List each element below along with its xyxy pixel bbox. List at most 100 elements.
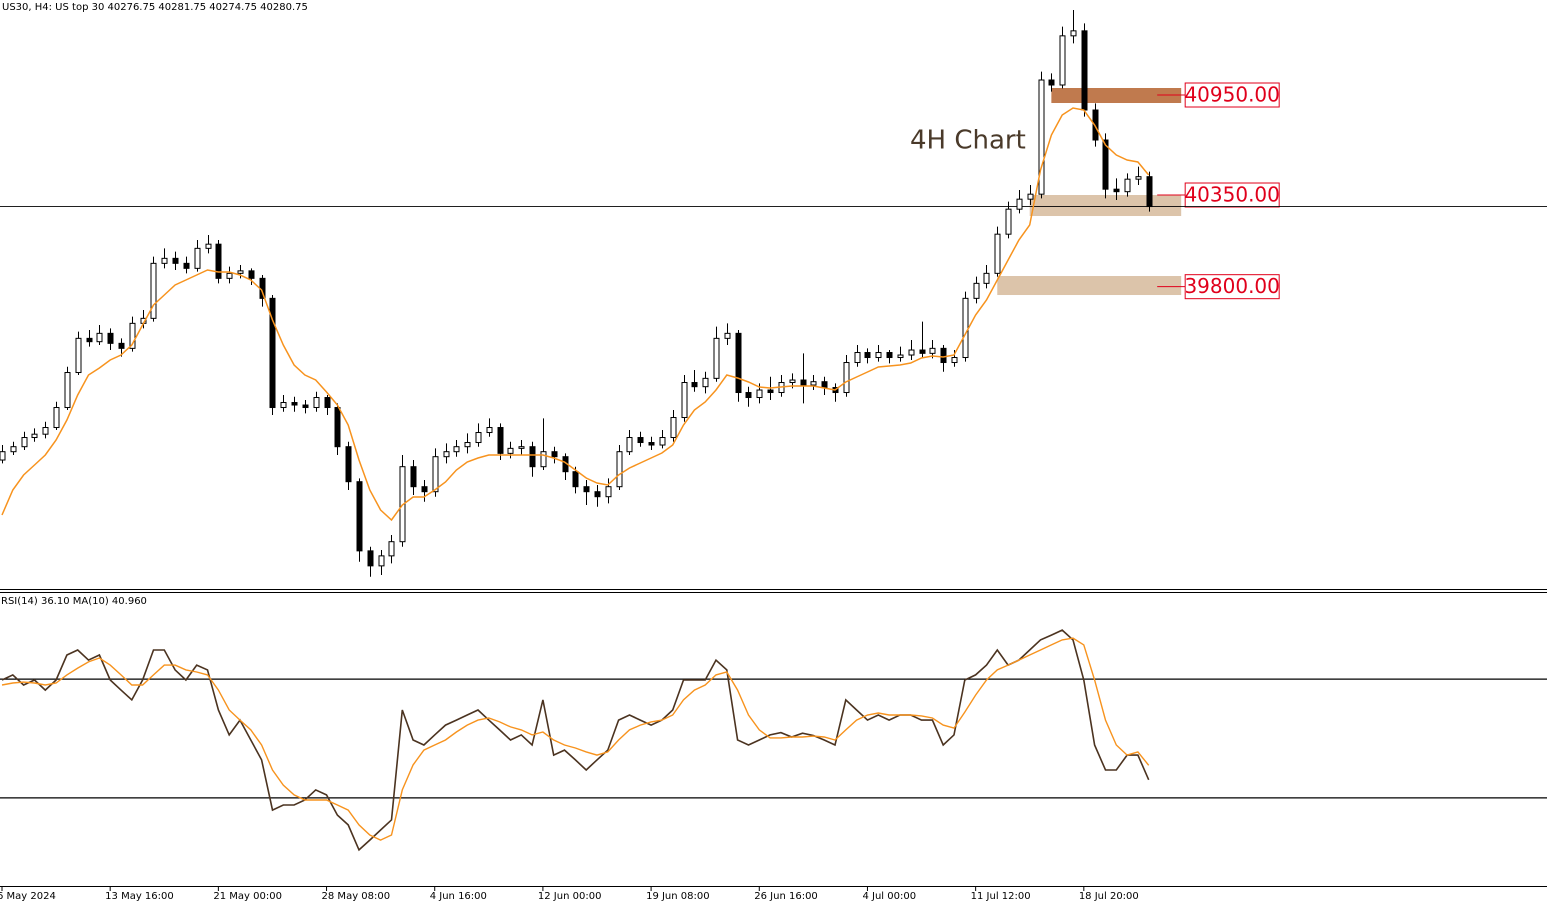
level-label: 40350.00 <box>1184 183 1279 207</box>
chart-title: US30, H4: US top 30 40276.75 40281.75 40… <box>2 2 308 13</box>
candle-body <box>10 446 17 453</box>
candle-body <box>378 555 385 567</box>
candle-body <box>248 270 255 279</box>
candle-body <box>735 332 742 394</box>
candle-body <box>962 297 969 359</box>
candle-body <box>821 381 828 389</box>
candle-body <box>1102 139 1109 190</box>
candle-body <box>1124 178 1131 193</box>
indicator-line <box>1 637 1150 841</box>
x-tick-label: 13 May 16:00 <box>105 891 174 902</box>
candle-body <box>172 257 179 264</box>
x-tick-label: 11 Jul 12:00 <box>971 891 1031 902</box>
level-label-box <box>1184 82 1280 108</box>
candle-body <box>940 347 947 364</box>
candle-body <box>421 486 428 493</box>
candle-body <box>670 417 677 439</box>
candle-body <box>626 437 633 453</box>
x-tick-label: 28 May 08:00 <box>322 891 391 902</box>
candle-body <box>367 550 374 567</box>
x-tick-label: 6 May 2024 <box>0 891 56 902</box>
candle-body <box>875 352 882 359</box>
candle-body <box>713 337 720 379</box>
indicator-line <box>1 629 1150 852</box>
candle-body <box>529 446 536 468</box>
candle-body <box>908 349 915 356</box>
candle-body <box>1113 188 1120 193</box>
candle-body <box>388 541 395 557</box>
candle-body <box>334 407 341 448</box>
candle-body <box>324 397 331 409</box>
level-zone <box>1051 88 1182 104</box>
candle-body <box>280 402 287 409</box>
candle-body <box>929 347 936 354</box>
candle-body <box>464 442 471 448</box>
candle-body <box>486 427 493 434</box>
candle-body <box>1038 79 1045 195</box>
candle-body <box>1016 198 1023 210</box>
level-zone <box>1029 195 1182 217</box>
candle-body <box>356 481 363 552</box>
candle-body <box>107 332 114 344</box>
candle-body <box>205 243 212 249</box>
candle-body <box>1005 208 1012 235</box>
candle-body <box>161 257 168 264</box>
candle-body <box>64 372 71 409</box>
candle-body <box>594 491 601 498</box>
candle-body <box>810 381 817 386</box>
candle-body <box>42 427 49 435</box>
candle-body <box>681 382 688 419</box>
candle-body <box>973 282 980 299</box>
candle-body <box>150 262 157 319</box>
candle-body <box>994 233 1001 274</box>
candle-body <box>75 337 82 374</box>
x-tick-label: 18 Jul 20:00 <box>1079 891 1139 902</box>
candle-body <box>767 389 774 394</box>
candle-body <box>800 379 807 386</box>
x-tick-label: 21 May 00:00 <box>213 891 282 902</box>
candle-body <box>53 407 60 429</box>
candle-body <box>507 447 514 454</box>
candle-body <box>637 437 644 444</box>
candle-body <box>702 377 709 388</box>
candle-body <box>443 451 450 458</box>
candle-body <box>659 437 666 446</box>
candle-body <box>583 486 590 493</box>
indicator-title: RSI(14) 36.10 MA(10) 40.960 <box>1 596 147 607</box>
candle-body <box>96 332 103 343</box>
candle-body <box>1027 193 1034 200</box>
candle-body <box>345 446 352 483</box>
candle-body <box>1092 109 1099 141</box>
candle-body <box>886 352 893 359</box>
annotation: 4H Chart <box>910 126 1026 156</box>
candle-body <box>756 389 763 399</box>
candle-body <box>0 451 6 461</box>
x-tick-label: 19 Jun 08:00 <box>646 891 710 902</box>
candle-body <box>1135 176 1142 180</box>
candle-body <box>1048 79 1055 86</box>
candle-body <box>194 247 201 269</box>
candle-body <box>648 442 655 446</box>
candle-body <box>129 322 136 349</box>
x-tick-label: 4 Jun 16:00 <box>430 891 487 902</box>
candle-body <box>724 332 731 339</box>
candle-body <box>864 352 871 359</box>
candle-body <box>432 456 439 493</box>
x-tick-label: 4 Jul 00:00 <box>862 891 916 902</box>
candle-body <box>183 262 190 269</box>
level-label: 40950.00 <box>1184 83 1279 107</box>
candle-body <box>21 437 28 448</box>
candle-body <box>291 402 298 406</box>
candle-body <box>1081 30 1088 111</box>
x-tick-label: 26 Jun 16:00 <box>754 891 818 902</box>
candle-body <box>897 354 904 359</box>
candle-body <box>951 357 958 364</box>
candle-body <box>518 446 525 449</box>
candle-body <box>313 397 320 409</box>
level-label-box <box>1184 274 1280 300</box>
candle-body <box>540 451 547 468</box>
candle-body <box>616 451 623 488</box>
candle-body <box>226 272 233 279</box>
candle-body <box>691 382 698 388</box>
candle-body <box>572 471 579 488</box>
